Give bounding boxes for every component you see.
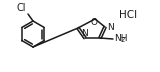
Text: O: O bbox=[91, 18, 97, 27]
Text: 2: 2 bbox=[120, 38, 125, 43]
Text: NH: NH bbox=[114, 34, 128, 43]
Text: N: N bbox=[107, 22, 114, 32]
Text: N: N bbox=[82, 30, 88, 39]
Text: HCl: HCl bbox=[119, 10, 137, 20]
Text: Cl: Cl bbox=[16, 3, 26, 13]
